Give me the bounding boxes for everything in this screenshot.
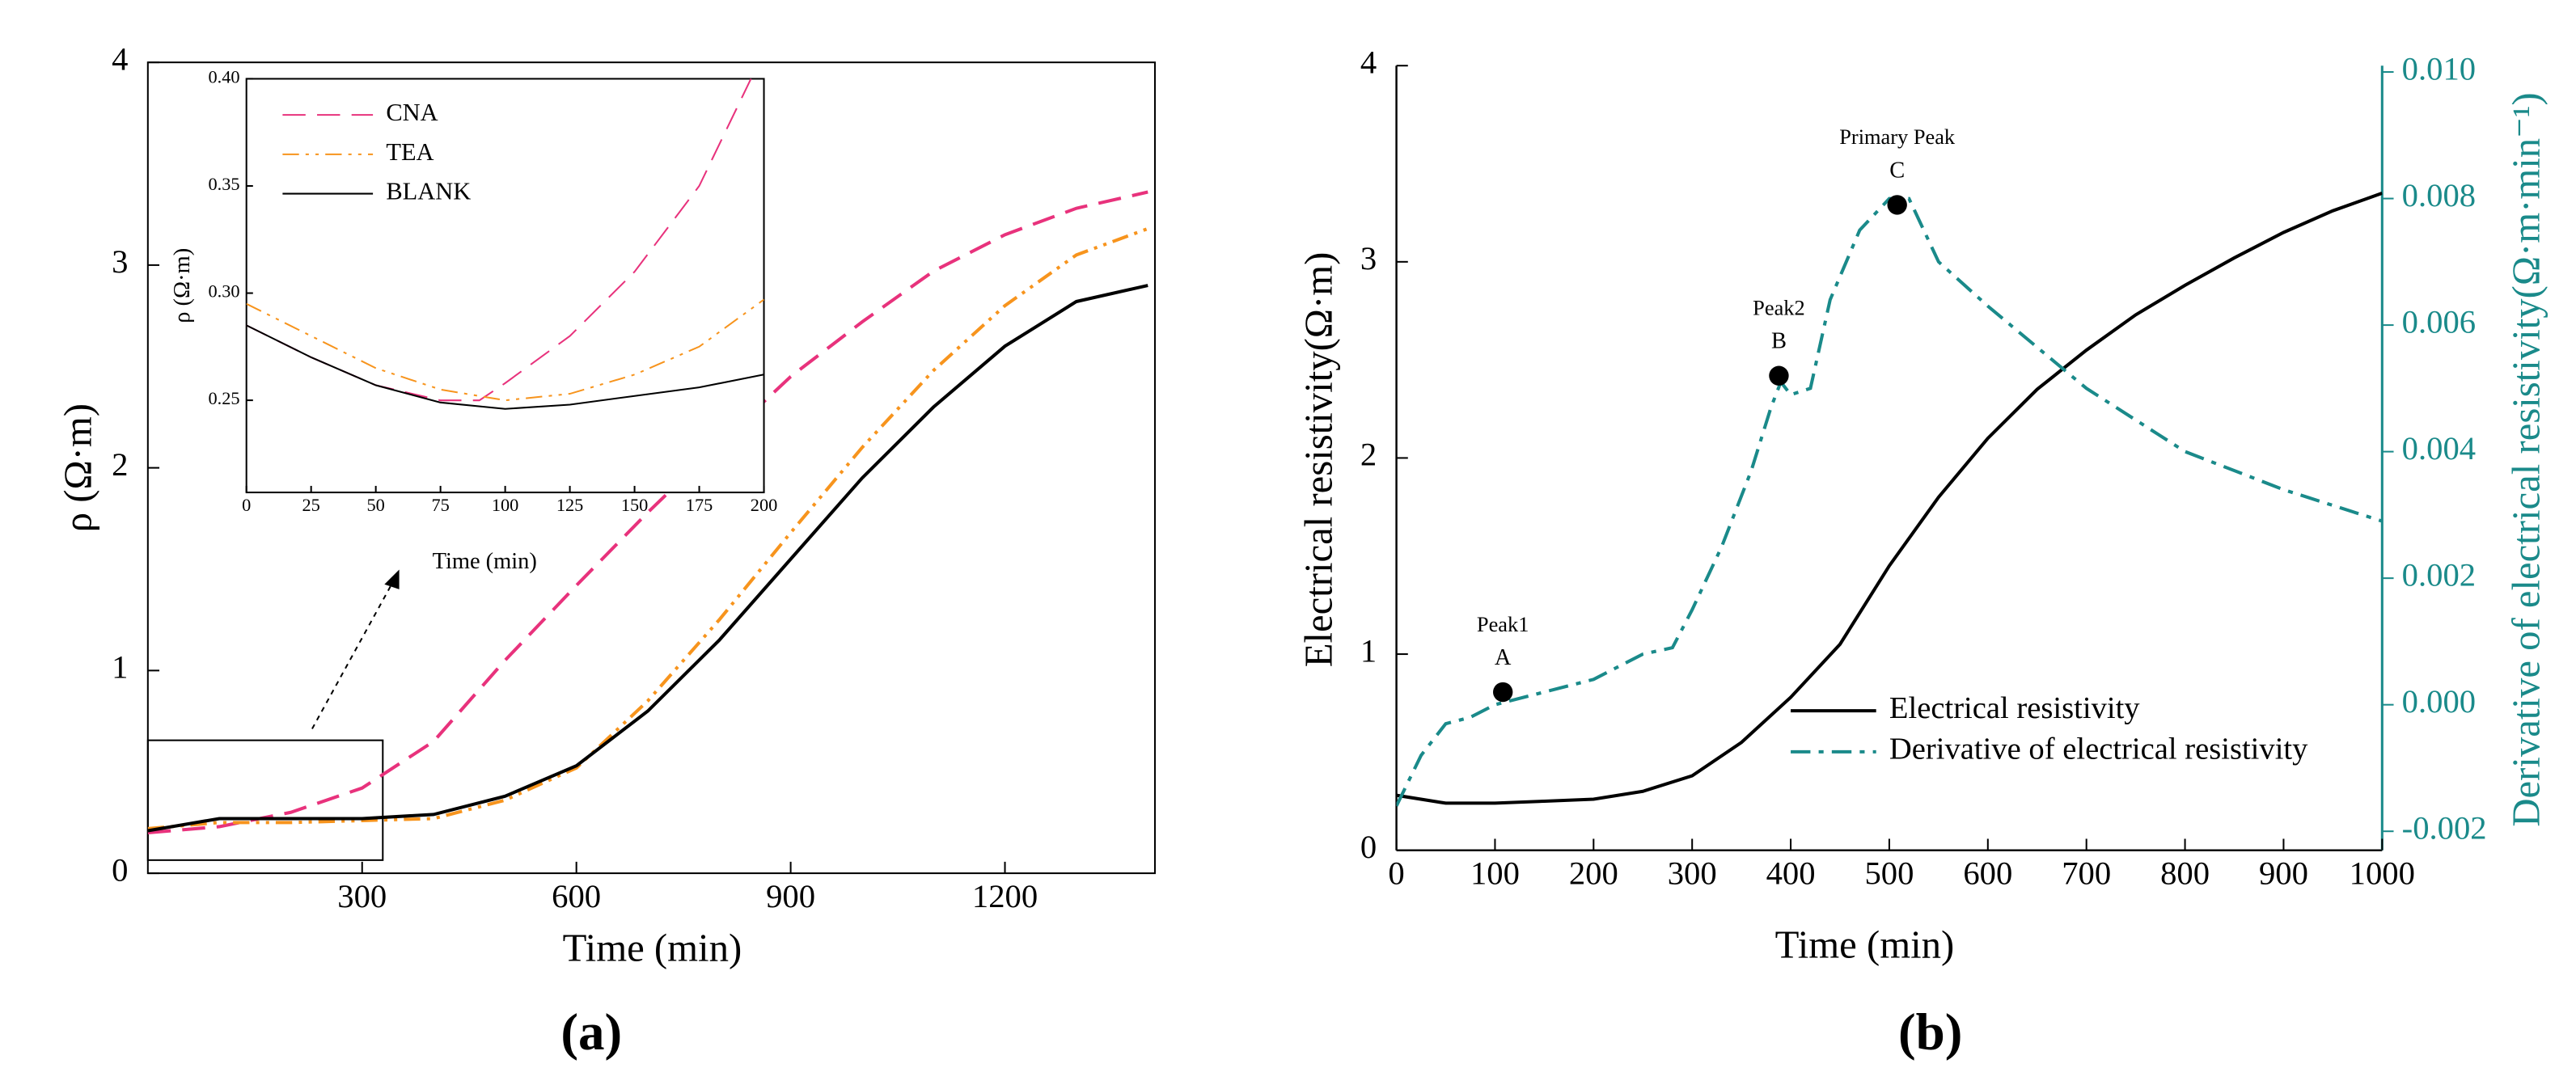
- y-tick-label: 4: [112, 40, 128, 77]
- peak-label: Primary Peak: [1839, 125, 1956, 149]
- y2-tick-label: -0.002: [2402, 810, 2487, 846]
- y-axis-title: ρ (Ω·m): [170, 248, 195, 323]
- peak-letter: B: [1771, 329, 1787, 354]
- x-tick-label: 25: [302, 495, 320, 515]
- y-tick-label: 0.25: [208, 388, 239, 408]
- x-tick-label: 300: [1668, 855, 1717, 891]
- y2-tick-label: 0.008: [2402, 177, 2476, 213]
- legend-label: CNA: [386, 99, 438, 126]
- x-tick-label: 500: [1864, 855, 1914, 891]
- inset-background: [246, 78, 764, 493]
- x-axis-title: Time (min): [563, 927, 742, 970]
- series-line: [147, 190, 1148, 834]
- legend-label: TEA: [386, 138, 434, 166]
- y-tick-label: 1: [112, 649, 128, 686]
- panel-label: (a): [560, 1003, 622, 1062]
- y-axis-title: Electrical resistivity(Ω·m): [1296, 252, 1340, 668]
- legend-label: BLANK: [386, 178, 471, 205]
- peak-label: Peak2: [1753, 296, 1804, 320]
- peak-label: Peak1: [1477, 612, 1529, 636]
- y-tick-label: 0: [1360, 829, 1377, 865]
- series-line: [147, 284, 1148, 833]
- x-tick-label: 0: [242, 495, 251, 515]
- y-tick-label: 0: [112, 851, 128, 888]
- x-tick-label: 400: [1766, 855, 1816, 891]
- x-tick-label: 100: [1470, 855, 1520, 891]
- x-tick-label: 125: [556, 495, 584, 515]
- series-line: [246, 298, 764, 402]
- arrow-head: [384, 569, 400, 589]
- peak-marker: [1887, 195, 1907, 215]
- y2-tick-label: 0.000: [2402, 683, 2476, 720]
- y-tick-label: 0.35: [208, 174, 239, 194]
- y-tick-label: 0.30: [208, 281, 239, 302]
- y2-tick-label: 0.006: [2402, 303, 2476, 340]
- legend-label: Derivative of electrical resistivity: [1889, 732, 2308, 766]
- peak-letter: A: [1495, 645, 1512, 670]
- x-tick-label: 600: [552, 878, 601, 914]
- y-tick-label: 2: [1360, 437, 1377, 473]
- zoom-box: [146, 739, 384, 861]
- y2-axis-title: Derivative of electrical resistivity(Ω·m…: [2504, 92, 2548, 826]
- y-tick-label: 4: [1360, 44, 1377, 81]
- x-tick-label: 100: [492, 495, 519, 515]
- x-axis-title: Time (min): [1775, 923, 1955, 967]
- series-line: [147, 226, 1148, 830]
- y-tick-label: 2: [112, 446, 128, 483]
- x-tick-label: 1200: [972, 878, 1038, 914]
- x-tick-label: 1000: [2350, 855, 2415, 891]
- series-line: [1396, 196, 2383, 807]
- y-tick-label: 3: [1360, 240, 1377, 277]
- y-tick-label: 0.40: [208, 67, 239, 87]
- zoom-arrow: [311, 579, 395, 729]
- y-tick-label: 1: [1360, 632, 1377, 669]
- y-tick-label: 3: [112, 243, 128, 280]
- peak-marker: [1769, 365, 1789, 386]
- x-tick-label: 50: [366, 495, 384, 515]
- x-tick-label: 900: [2259, 855, 2308, 891]
- x-tick-label: 700: [2062, 855, 2111, 891]
- x-tick-label: 800: [2160, 855, 2210, 891]
- x-tick-label: 600: [1963, 855, 2012, 891]
- y2-tick-label: 0.004: [2402, 430, 2476, 467]
- x-tick-label: 175: [686, 495, 713, 515]
- y-axis-title: ρ (Ω·m): [57, 403, 100, 532]
- y2-tick-label: 0.002: [2402, 556, 2476, 593]
- x-tick-label: 300: [337, 878, 387, 914]
- x-axis-title: Time (min): [433, 549, 537, 574]
- x-tick-label: 200: [1569, 855, 1618, 891]
- peak-letter: C: [1889, 158, 1905, 183]
- x-tick-label: 150: [621, 495, 649, 515]
- x-tick-label: 200: [751, 495, 778, 515]
- y2-tick-label: 0.010: [2402, 50, 2476, 87]
- panel-label: (b): [1898, 1003, 1962, 1062]
- x-tick-label: 900: [766, 878, 815, 914]
- x-tick-label: 75: [431, 495, 449, 515]
- legend-label: Electrical resistivity: [1889, 691, 2140, 725]
- series-line: [246, 324, 764, 410]
- x-tick-label: 0: [1388, 855, 1404, 891]
- series-line: [1396, 192, 2383, 805]
- peak-marker: [1493, 682, 1513, 703]
